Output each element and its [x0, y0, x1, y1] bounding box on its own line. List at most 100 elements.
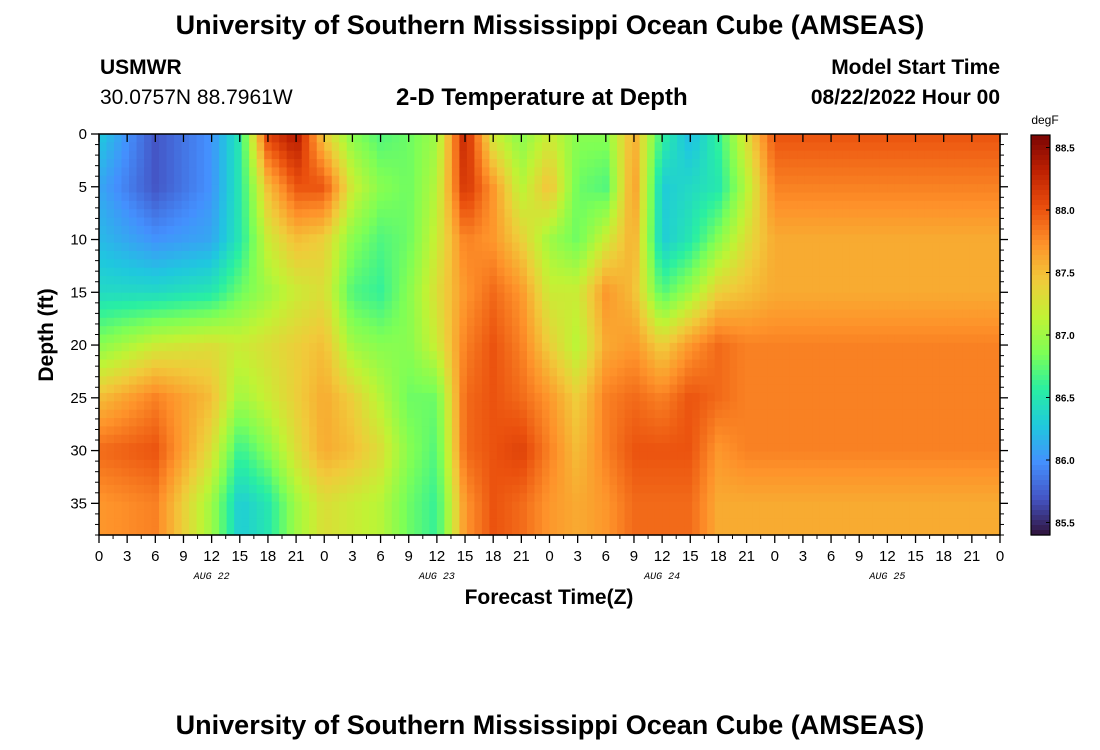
heatmap-cell	[707, 167, 716, 177]
heatmap-cell	[249, 334, 258, 344]
heatmap-cell	[286, 150, 295, 160]
heatmap-cell	[511, 526, 521, 536]
heatmap-cell	[219, 468, 228, 478]
heatmap-cell	[309, 192, 318, 202]
heatmap-cell	[369, 409, 378, 419]
heatmap-cell	[804, 292, 813, 302]
heatmap-cell	[181, 392, 190, 402]
heatmap-cell	[617, 242, 626, 252]
heatmap-cell	[339, 459, 348, 469]
heatmap-cell	[256, 351, 265, 361]
heatmap-cell	[256, 284, 265, 294]
heatmap-cell	[774, 167, 783, 177]
heatmap-cell	[279, 250, 288, 260]
heatmap-cell	[624, 342, 633, 352]
heatmap-cell	[114, 209, 123, 219]
heatmap-cell	[181, 526, 190, 536]
heatmap-cell	[354, 234, 363, 244]
heatmap-cell	[812, 367, 821, 377]
heatmap-cell	[782, 134, 791, 143]
heatmap-cell	[744, 209, 753, 219]
heatmap-cell	[594, 159, 603, 169]
heatmap-cell	[286, 225, 295, 235]
heatmap-cell	[249, 509, 258, 519]
heatmap-cell	[159, 426, 168, 436]
heatmap-cell	[481, 443, 491, 453]
heatmap-cell	[744, 326, 753, 336]
heatmap-cell	[699, 276, 708, 285]
heatmap-cell	[587, 326, 596, 336]
heatmap-cell	[249, 326, 258, 336]
heatmap-cell	[226, 409, 235, 419]
heatmap-cell	[271, 150, 280, 160]
heatmap-cell	[121, 342, 130, 352]
heatmap-cell	[549, 409, 558, 419]
heatmap-cell	[166, 443, 175, 453]
heatmap-cell	[144, 326, 153, 336]
heatmap-cell	[106, 259, 115, 269]
heatmap-cell	[174, 451, 183, 461]
heatmap-cell	[827, 468, 836, 478]
heatmap-cell	[759, 225, 768, 235]
heatmap-cell	[189, 200, 198, 210]
heatmap-cell	[219, 175, 228, 185]
heatmap-cell	[722, 192, 731, 202]
heatmap-cell	[677, 134, 686, 143]
heatmap-cell	[827, 200, 836, 210]
heatmap-cell	[316, 493, 325, 503]
heatmap-cell	[677, 367, 686, 377]
heatmap-cell	[722, 250, 731, 260]
heatmap-cell	[301, 242, 310, 252]
heatmap-cell	[834, 392, 843, 402]
heatmap-cell	[301, 276, 310, 285]
heatmap-cell	[677, 292, 686, 302]
heatmap-cell	[564, 459, 573, 469]
heatmap-cell	[797, 451, 806, 461]
heatmap-cell	[541, 426, 551, 436]
heatmap-cell	[864, 175, 873, 185]
heatmap-cell	[489, 150, 498, 160]
heatmap-cell	[677, 376, 686, 386]
heatmap-cell	[436, 359, 445, 369]
heatmap-cell	[144, 392, 153, 402]
heatmap-cell	[361, 476, 370, 486]
heatmap-cell	[399, 351, 408, 361]
heatmap-cell	[557, 409, 566, 419]
heatmap-cell	[654, 334, 663, 344]
heatmap-cell	[572, 326, 581, 336]
heatmap-cell	[511, 451, 521, 461]
heatmap-cell	[669, 217, 678, 227]
heatmap-cell	[774, 217, 783, 227]
heatmap-cell	[339, 134, 348, 143]
heatmap-cell	[654, 301, 663, 311]
heatmap-cell	[692, 234, 701, 244]
heatmap-cell	[819, 359, 828, 369]
heatmap-cell	[707, 150, 716, 160]
heatmap-cell	[557, 184, 566, 194]
heatmap-cell	[324, 342, 333, 352]
heatmap-cell	[759, 259, 768, 269]
heatmap-cell	[316, 426, 325, 436]
heatmap-cell	[504, 134, 513, 143]
heatmap-cell	[842, 301, 851, 311]
heatmap-cell	[444, 443, 453, 453]
heatmap-cell	[436, 175, 445, 185]
heatmap-cell	[864, 426, 873, 436]
heatmap-cell	[204, 501, 213, 511]
heatmap-cell	[309, 518, 318, 528]
heatmap-cell	[159, 518, 168, 528]
heatmap-cell	[196, 159, 205, 169]
heatmap-cell	[444, 409, 453, 419]
heatmap-cell	[346, 326, 355, 336]
heatmap-cell	[324, 418, 333, 427]
heatmap-cell	[677, 167, 686, 177]
heatmap-cell	[654, 167, 663, 177]
heatmap-cell	[617, 409, 626, 419]
heatmap-cell	[256, 142, 265, 152]
heatmap-cell	[174, 359, 183, 369]
heatmap-cell	[654, 292, 663, 302]
heatmap-cell	[361, 359, 370, 369]
heatmap-cell	[669, 443, 678, 453]
heatmap-cell	[369, 284, 378, 294]
heatmap-cell	[294, 317, 303, 327]
